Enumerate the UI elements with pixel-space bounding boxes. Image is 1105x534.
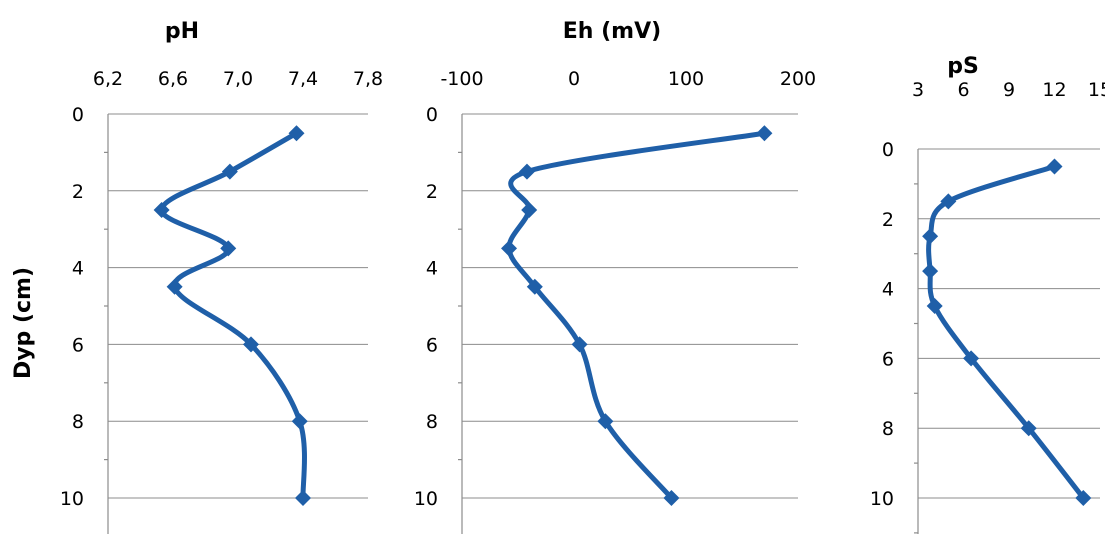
ps-x-tick-label: 12 [1042,79,1066,101]
ph-data-point [220,240,237,257]
eh-mv-y-tick-label: 10 [414,488,438,510]
ps-data-point [1020,420,1037,437]
eh-mv-data-point [501,240,518,257]
ps-data-point [922,228,939,245]
eh-mv-data-point [756,125,773,142]
eh-mv-data-point [521,202,538,218]
eh-mv-data-point [571,336,588,353]
ps-data-point [926,298,943,315]
eh-mv-y-tick-label: 4 [426,258,438,280]
ps-x-tick-label: 3 [912,79,924,101]
y-axis-label: Dyp (cm) [11,267,36,379]
eh-mv-y-tick-label: 2 [426,181,438,203]
ps-data-point [963,350,980,367]
ph-y-tick-label: 6 [72,334,84,356]
ps-x-tick-label: 15 [1088,79,1105,101]
ps-data-point [1046,158,1063,175]
ph-data-point [291,413,308,430]
ph-title: pH [165,19,199,44]
ph-y-tick-label: 10 [60,488,84,510]
ph-x-tick-label: 6,6 [158,68,188,90]
eh-mv-x-tick-label: 0 [568,68,580,90]
ph-data-point [295,490,311,506]
ph-y-tick-label: 8 [72,411,84,433]
ph-data-point [243,336,259,353]
eh-mv-data-point [663,490,680,506]
eh-mv-y-tick-label: 8 [426,411,438,433]
eh-mv-x-tick-label: -100 [440,68,483,90]
ph-data-point [153,202,170,218]
ps-y-tick-label: 4 [882,279,894,301]
ph-x-tick-label: 7,8 [353,68,383,90]
ph-data-point [288,125,305,142]
ps-data-point [922,263,939,280]
ph-y-tick-label: 4 [72,258,84,280]
eh-mv-y-tick-label: 0 [426,104,438,126]
ph-x-tick-label: 7,0 [223,68,253,90]
eh-mv-x-tick-label: 200 [780,68,816,90]
ps-data-point [940,193,957,210]
ph-data-point [221,163,238,180]
ps-title: pS [947,54,979,79]
ps-data-point [1075,490,1092,506]
ps-x-tick-label: 9 [1003,79,1015,101]
eh-mv-title: Eh (mV) [563,19,661,44]
ph-series-line [159,130,307,501]
ps-panel: pS 0 2 4 6 8 10 3 6 9 12 15 [870,54,1105,534]
eh-mv-x-tick-label: 100 [668,68,704,90]
ps-y-tick-label: 8 [882,418,894,440]
ps-y-tick-label: 0 [882,139,894,161]
eh-mv-data-point [518,163,535,180]
ps-y-tick-label: 6 [882,348,894,370]
ph-data-point [166,278,183,295]
ps-series-line [926,163,1086,501]
eh-mv-series-line [506,130,767,501]
ph-y-tick-label: 0 [72,104,84,126]
ps-x-tick-label: 6 [957,79,969,101]
ps-y-tick-label: 10 [870,488,894,510]
eh-mv-data-point [526,278,543,295]
ps-y-tick-label: 2 [882,209,894,231]
ph-x-tick-label: 6,2 [93,68,123,90]
ph-x-tick-label: 7,4 [288,68,318,90]
ph-panel: pH 0 2 4 6 8 10 6,2 6,6 7,0 7,4 7,8 [60,19,383,534]
ph-y-tick-label: 2 [72,181,84,203]
eh-mv-data-point [597,413,614,430]
eh-mv-y-tick-label: 6 [426,334,438,356]
